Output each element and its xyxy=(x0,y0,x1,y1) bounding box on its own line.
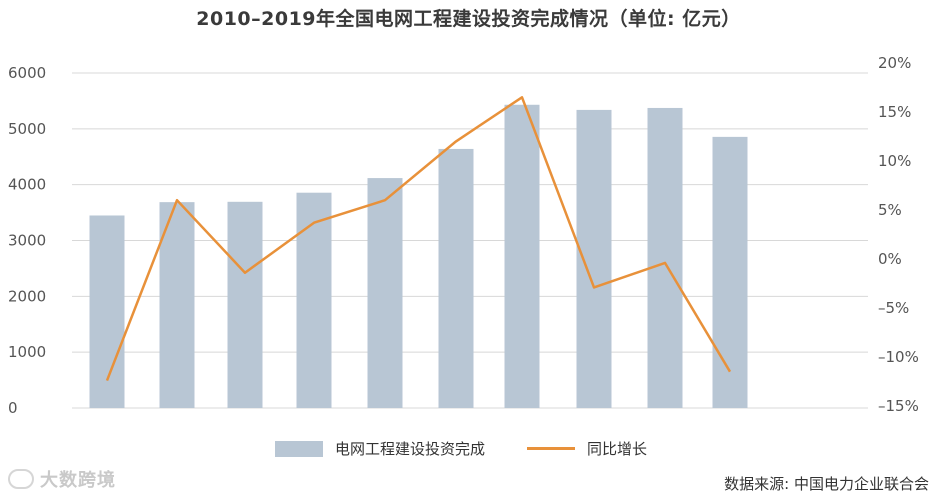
chart-title: 2010–2019年全国电网工程建设投资完成情况（单位: 亿元） xyxy=(196,8,741,30)
bar-2012 xyxy=(227,201,263,408)
bar-2017 xyxy=(576,109,612,409)
left-tick-label: 6000 xyxy=(8,64,46,82)
growth-line xyxy=(105,96,732,381)
bar-2018 xyxy=(647,107,683,409)
watermark-icon xyxy=(8,469,34,489)
watermark-logo: 大数跨境 xyxy=(8,466,116,492)
right-tick-label: –10% xyxy=(878,348,919,366)
right-tick-label: 0% xyxy=(878,250,902,268)
bar-2016 xyxy=(504,104,540,408)
source-note: 数据来源: 中国电力企业联合会 xyxy=(724,475,929,493)
right-tick-label: 5% xyxy=(878,201,902,219)
right-tick-label: –5% xyxy=(878,299,909,317)
legend-line-label: 同比增长 xyxy=(587,440,648,458)
right-tick-label: 10% xyxy=(878,152,911,170)
right-tick-label: 15% xyxy=(878,103,911,121)
legend: 电网工程建设投资完成 同比增长 xyxy=(275,438,689,459)
legend-bar-label: 电网工程建设投资完成 xyxy=(335,440,486,458)
left-tick-label: 3000 xyxy=(8,232,46,250)
left-tick-label: 1000 xyxy=(8,343,46,361)
legend-bar-swatch xyxy=(275,440,323,457)
watermark-text: 大数跨境 xyxy=(40,470,116,491)
left-tick-label: 0 xyxy=(8,399,18,417)
legend-line-swatch xyxy=(527,447,576,450)
left-tick-label: 4000 xyxy=(8,176,46,194)
legend-item-bar: 电网工程建设投资完成 xyxy=(275,438,485,459)
legend-item-line: 同比增长 xyxy=(527,438,647,459)
line-series xyxy=(105,96,732,381)
left-axis: 0 1000 2000 3000 4000 5000 6000 xyxy=(8,64,46,417)
bar-2019 xyxy=(712,136,748,408)
right-tick-label: 20% xyxy=(878,54,911,72)
left-tick-label: 5000 xyxy=(8,120,46,138)
bar-2015 xyxy=(438,148,474,408)
bar-2014 xyxy=(367,178,403,408)
right-tick-label: –15% xyxy=(878,397,919,415)
bar-2010 xyxy=(89,215,125,408)
right-axis: –15% –10% –5% 0% 5% 10% 15% 20% xyxy=(878,54,919,415)
bar-series xyxy=(89,104,748,409)
bar-2013 xyxy=(296,192,332,408)
left-tick-label: 2000 xyxy=(8,287,46,305)
bar-2011 xyxy=(159,202,195,408)
